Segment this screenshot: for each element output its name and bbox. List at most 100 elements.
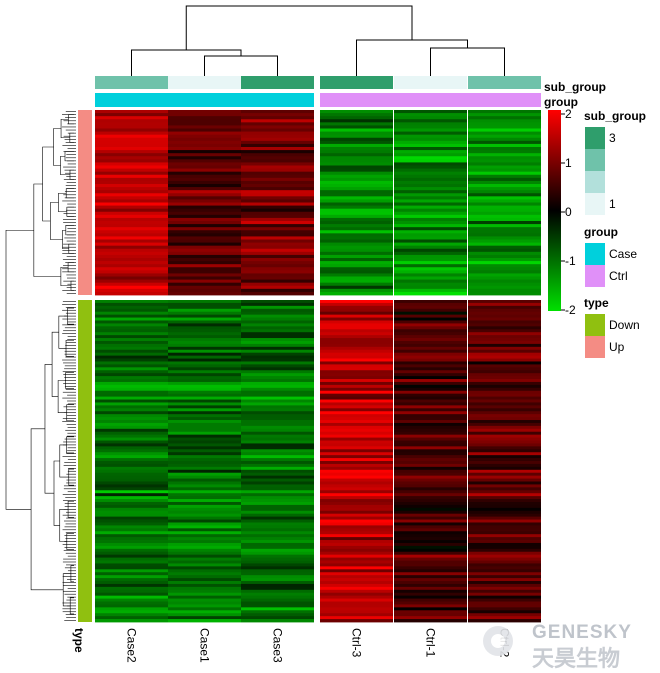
heatmap-cell [95, 440, 168, 444]
heatmap-cell [168, 487, 241, 491]
heatmap-cell [394, 282, 467, 287]
heatmap-cell [394, 153, 467, 157]
heatmap-cell [95, 233, 168, 237]
heatmap-cell [394, 396, 467, 400]
heatmap-cell [468, 184, 541, 188]
heatmap-cell [394, 214, 467, 219]
heatmap-cell [168, 501, 241, 506]
heatmap-cell [95, 270, 168, 274]
heatmap-cell [320, 572, 393, 576]
heatmap-cell [320, 463, 393, 468]
heatmap-cell [320, 264, 393, 268]
heatmap-cell [394, 193, 467, 197]
heatmap-cell [394, 399, 467, 403]
heatmap-cell [394, 251, 467, 256]
heatmap-cell [468, 499, 541, 503]
type-track-label: type [72, 628, 86, 653]
heatmap-cell [394, 248, 467, 253]
heatmap-cell [320, 370, 393, 374]
heatmap-cell [95, 613, 168, 617]
heatmap-cell [468, 242, 541, 247]
heatmap-cell [394, 446, 467, 450]
heatmap-cell [320, 174, 393, 179]
heatmap-cell [468, 248, 541, 253]
heatmap-cell [241, 595, 314, 599]
heatmap-cell [320, 425, 393, 430]
heatmap-cell [468, 376, 541, 380]
heatmap-cell [95, 540, 168, 544]
heatmap-cell [168, 264, 241, 268]
heatmap-cell [468, 431, 541, 436]
heatmap-cell [468, 239, 541, 243]
heatmap-cell [95, 202, 168, 206]
heatmap-cell [468, 449, 541, 453]
heatmap-cell [320, 446, 393, 450]
heatmap-cell [95, 399, 168, 403]
heatmap-cell [320, 270, 393, 274]
heatmap-cell [320, 258, 393, 262]
genesky-logo-center-icon [491, 634, 505, 648]
heatmap-cell [95, 522, 168, 526]
heatmap-cell [241, 545, 314, 550]
heatmap-cell [95, 326, 168, 330]
heatmap-cell [320, 496, 393, 500]
heatmap-cell [394, 554, 467, 558]
heatmap-cell [241, 411, 314, 415]
heatmap-cell [468, 214, 541, 219]
heatmap-cell [320, 420, 393, 424]
heatmap-cell [320, 598, 393, 602]
heatmap-cell [320, 168, 393, 173]
heatmap-cell [241, 475, 314, 479]
heatmap-cell [95, 314, 168, 318]
heatmap-cell [468, 613, 541, 617]
heatmap-cell [95, 199, 168, 203]
heatmap-cell [241, 282, 314, 287]
heatmap-cell [394, 196, 467, 200]
heatmap-cell [168, 258, 241, 262]
heatmap-cell [241, 184, 314, 188]
heatmap-cell [168, 267, 241, 271]
scale-tick-label: 2 [565, 107, 572, 121]
heatmap-cell [168, 214, 241, 219]
heatmap-cell [468, 355, 541, 359]
heatmap-cell [320, 548, 393, 553]
heatmap-cell [95, 264, 168, 268]
heatmap-cell [394, 128, 467, 132]
heatmap-cell [394, 472, 467, 477]
column-label: Ctrl-1 [424, 628, 438, 658]
dendrogram-branch [131, 49, 242, 76]
heatmap-cell [241, 560, 314, 564]
heatmap-cell [320, 343, 393, 348]
heatmap-cell [468, 137, 541, 142]
heatmap-cell [320, 196, 393, 200]
heatmap-cell [168, 402, 241, 406]
heatmap-cell [241, 311, 314, 316]
heatmap-cell [468, 466, 541, 471]
heatmap-cell [394, 116, 467, 120]
heatmap-cell [168, 537, 241, 541]
heatmap-cell [394, 270, 467, 274]
heatmap-cell [468, 211, 541, 216]
heatmap-cell [241, 291, 314, 296]
heatmap-cell [320, 510, 393, 515]
heatmap-cell [241, 300, 314, 304]
heatmap-cell [168, 458, 241, 462]
heatmap-cell [241, 233, 314, 237]
heatmap-cell [320, 177, 393, 182]
heatmap-cell [320, 242, 393, 247]
heatmap-cell [468, 276, 541, 280]
dendrogram-branch [356, 39, 468, 76]
heatmap-cell [241, 308, 314, 313]
heatmap-cell [95, 143, 168, 148]
dendrogram-branch [33, 183, 61, 277]
heatmap-cell [168, 466, 241, 471]
heatmap-cell [168, 557, 241, 561]
heatmap-cell [241, 180, 314, 185]
heatmap-cell [241, 381, 314, 386]
heatmap-cell [95, 343, 168, 348]
heatmap-cell [394, 180, 467, 185]
column-dendrogram [131, 5, 505, 76]
heatmap-cell [394, 273, 467, 277]
heatmap-cell [394, 122, 467, 126]
heatmap-cell [168, 399, 241, 403]
